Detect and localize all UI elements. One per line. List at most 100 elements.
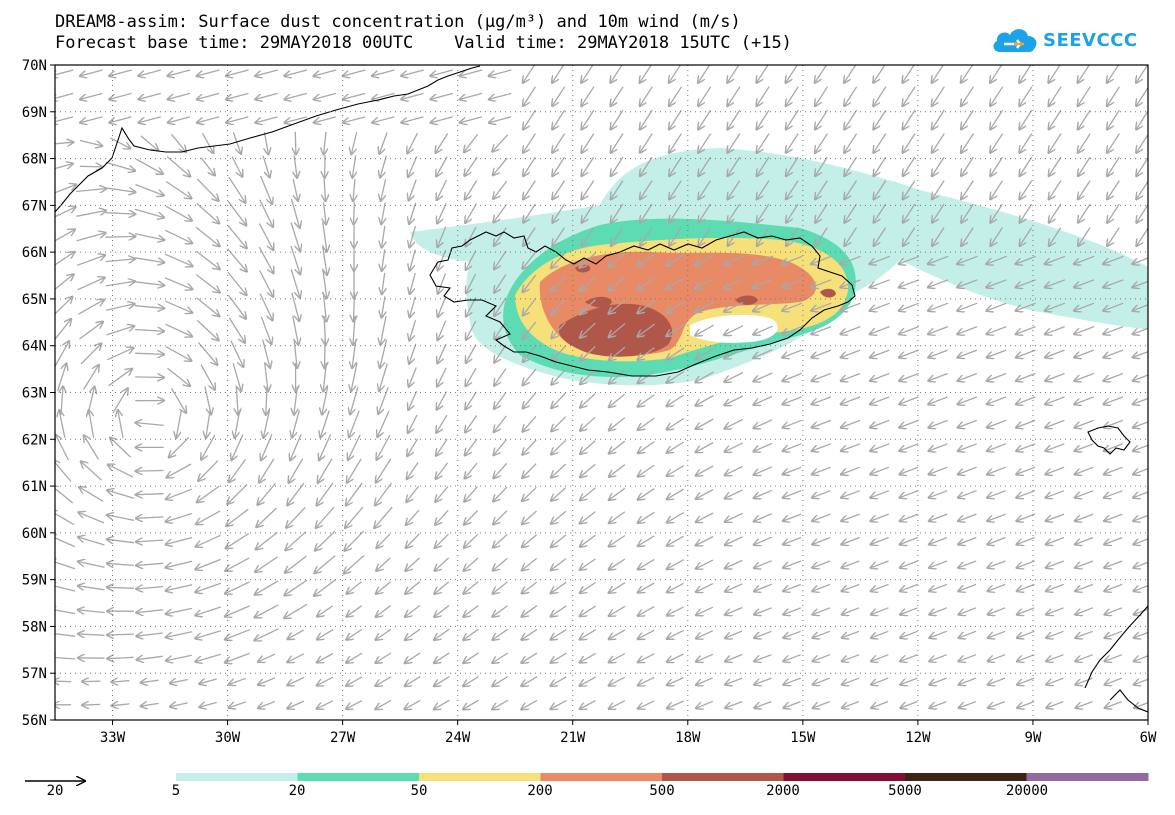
wind-arrow	[667, 394, 685, 406]
wind-arrow	[582, 227, 595, 246]
wind-arrow	[78, 512, 105, 524]
wind-arrow	[813, 700, 830, 708]
wind-arrow	[1133, 327, 1148, 335]
wind-arrow	[640, 156, 653, 176]
wind-arrow	[696, 559, 714, 569]
wind-arrow	[352, 339, 356, 368]
wind-arrow	[261, 434, 273, 460]
wind-arrow	[494, 344, 507, 363]
wind-arrow	[435, 486, 449, 502]
wind-arrow	[227, 200, 246, 225]
wind-arrow	[580, 652, 596, 662]
wind-arrow	[198, 342, 218, 365]
wind-arrow	[580, 275, 596, 291]
wind-arrow	[352, 155, 355, 177]
wind-arrow	[609, 464, 626, 477]
wind-arrow	[55, 535, 75, 548]
wind-arrow	[465, 438, 478, 455]
wind-arrow	[812, 490, 831, 498]
wind-arrow	[314, 555, 336, 574]
wind-arrow	[1017, 560, 1035, 568]
wind-arrow	[287, 653, 305, 662]
wind-arrow	[494, 250, 507, 269]
wind-arrow	[437, 391, 448, 410]
wind-arrow	[1075, 654, 1093, 662]
wind-arrow	[698, 180, 712, 200]
wind-arrow	[466, 320, 477, 340]
wind-arrow	[667, 512, 685, 523]
wind-arrow	[347, 581, 362, 594]
wind-arrow	[580, 369, 596, 384]
wind-arrow	[409, 367, 417, 387]
wind-arrow	[107, 587, 134, 588]
wind-arrow	[782, 396, 802, 405]
wind-arrow	[551, 652, 567, 663]
wind-arrow	[109, 116, 132, 123]
wind-arrow	[725, 418, 743, 428]
wind-arrow	[434, 676, 450, 687]
wind-arrow	[166, 156, 190, 177]
wind-arrow	[84, 435, 100, 460]
wind-arrow	[754, 513, 773, 522]
wind-arrow	[1075, 536, 1094, 545]
wind-arrow	[608, 252, 626, 267]
wind-arrow	[438, 249, 447, 270]
wind-arrow	[930, 700, 947, 708]
wind-arrow	[166, 631, 193, 638]
wind-arrow	[988, 677, 1006, 685]
wind-arrow	[959, 630, 977, 638]
wind-arrow	[1104, 607, 1123, 615]
wind-arrow	[932, 109, 945, 129]
wind-arrow	[608, 276, 626, 291]
wind-arrow	[958, 419, 978, 427]
wind-arrow	[1046, 536, 1065, 545]
title-line-2: Forecast base time: 29MAY2018 00UTC Vali…	[55, 33, 792, 53]
wind-arrow	[437, 203, 447, 223]
wind-arrow	[314, 92, 337, 99]
wind-arrow	[1078, 65, 1091, 83]
y-tick-label: 61N	[22, 479, 47, 495]
legend-level-50: 50	[410, 783, 428, 799]
wind-arrow	[1016, 302, 1036, 311]
wind-arrow	[844, 156, 858, 176]
wind-arrow	[609, 700, 626, 709]
wind-arrow	[786, 65, 799, 83]
wind-arrow	[376, 581, 392, 594]
wind-arrow	[932, 65, 945, 83]
wind-arrow	[226, 92, 249, 99]
wind-arrow	[292, 315, 299, 345]
wind-arrow	[1017, 700, 1035, 708]
wind-arrow	[1103, 325, 1124, 335]
wind-arrow	[1103, 279, 1124, 288]
wind-arrow	[580, 463, 596, 477]
wind-arrow	[1132, 280, 1148, 288]
legend-level-20000: 20000	[1005, 783, 1049, 799]
wind-arrow	[1078, 156, 1091, 176]
wind-arrow	[756, 65, 769, 83]
wind-arrow	[990, 156, 1004, 176]
legend-swatch-5000	[905, 773, 1027, 781]
coastlines	[55, 65, 1148, 713]
wind-arrow	[78, 537, 105, 546]
wind-arrow	[314, 69, 337, 76]
wind-arrow	[325, 339, 326, 368]
wind-arrow	[135, 158, 163, 174]
wind-arrow	[227, 483, 248, 504]
wind-arrow	[522, 251, 537, 269]
wind-arrow	[195, 274, 219, 293]
wind-arrow	[990, 203, 1003, 223]
wind-arrow	[696, 653, 714, 661]
wind-arrow	[350, 386, 359, 415]
wind-arrow	[932, 203, 945, 223]
wind-arrow	[724, 348, 744, 358]
wind-arrow	[870, 372, 890, 381]
wind-arrow	[494, 204, 508, 222]
wind-arrow	[580, 700, 596, 709]
wind-arrow	[669, 86, 683, 106]
wind-arrow	[55, 92, 74, 99]
wind-arrow	[753, 419, 773, 428]
wind-arrow	[728, 203, 741, 223]
wind-arrow	[106, 326, 135, 336]
wind-arrow	[319, 434, 332, 461]
wind-arrow	[321, 245, 327, 275]
